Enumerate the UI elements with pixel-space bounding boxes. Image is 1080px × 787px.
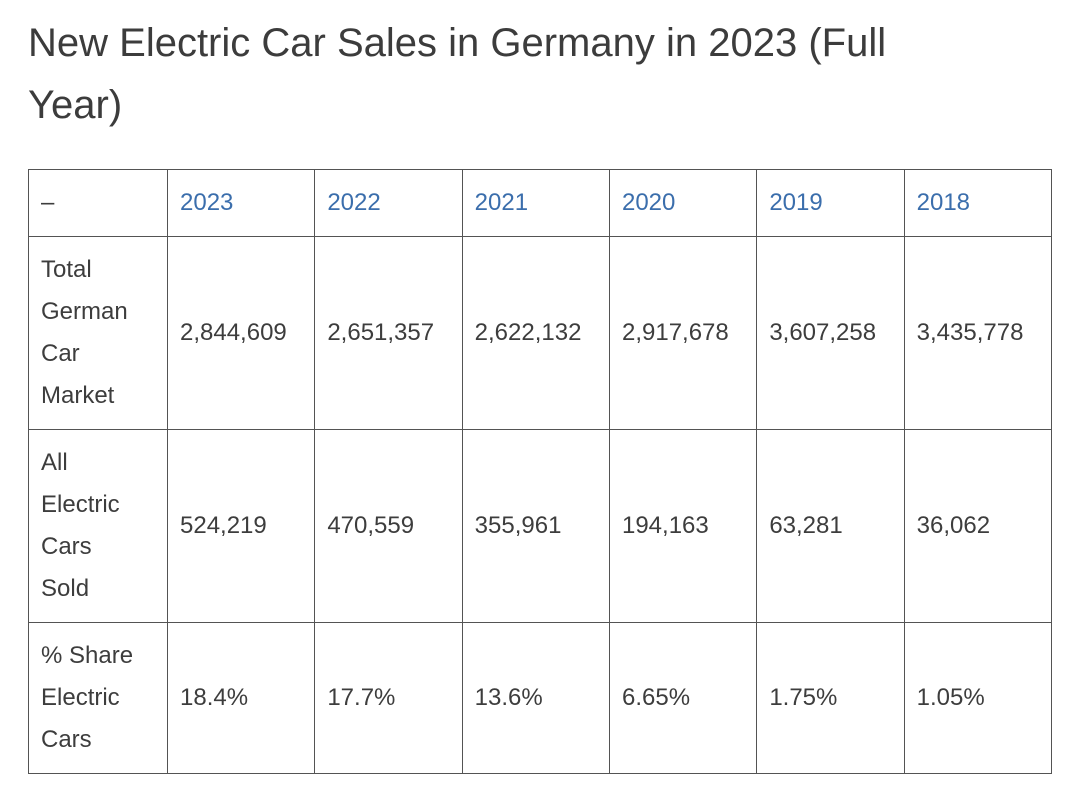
value-cell: 2,917,678: [608, 236, 758, 430]
value-cell: 1.05%: [903, 622, 1053, 774]
value-cell: 18.4%: [166, 622, 316, 774]
table-row: Total German Car Market 2,844,609 2,651,…: [28, 236, 1053, 430]
value-cell: 194,163: [608, 429, 758, 623]
year-column-header[interactable]: 2022: [314, 169, 463, 237]
value-cell: 63,281: [756, 429, 905, 623]
value-cell: 3,435,778: [903, 236, 1053, 430]
year-column-header[interactable]: 2019: [756, 169, 905, 237]
value-cell: 3,607,258: [756, 236, 905, 430]
year-column-header[interactable]: 2021: [461, 169, 610, 237]
row-label-total-market: Total German Car Market: [28, 236, 168, 430]
row-label-electric-sold: All Electric Cars Sold: [28, 429, 168, 623]
value-cell: 17.7%: [314, 622, 463, 774]
value-cell: 524,219: [166, 429, 316, 623]
value-cell: 2,844,609: [166, 236, 316, 430]
value-cell: 36,062: [903, 429, 1053, 623]
row-label-percent-share: % Share Electric Cars: [28, 622, 168, 774]
page-title: New Electric Car Sales in Germany in 202…: [28, 21, 887, 127]
year-column-header[interactable]: 2020: [608, 169, 758, 237]
table-row: % Share Electric Cars 18.4% 17.7% 13.6% …: [28, 622, 1053, 774]
value-cell: 1.75%: [756, 622, 905, 774]
table-row: All Electric Cars Sold 524,219 470,559 3…: [28, 429, 1053, 623]
value-cell: 2,622,132: [461, 236, 610, 430]
ev-sales-table: – 2023 2022 2021 2020 2019 2018 Total Ge…: [28, 169, 1053, 774]
value-cell: 355,961: [461, 429, 610, 623]
value-cell: 470,559: [314, 429, 463, 623]
year-column-header[interactable]: 2023: [166, 169, 316, 237]
value-cell: 2,651,357: [314, 236, 463, 430]
value-cell: 6.65%: [608, 622, 758, 774]
corner-cell: –: [28, 169, 168, 237]
table-header-row: – 2023 2022 2021 2020 2019 2018: [28, 169, 1053, 237]
value-cell: 13.6%: [461, 622, 610, 774]
year-column-header[interactable]: 2018: [903, 169, 1053, 237]
